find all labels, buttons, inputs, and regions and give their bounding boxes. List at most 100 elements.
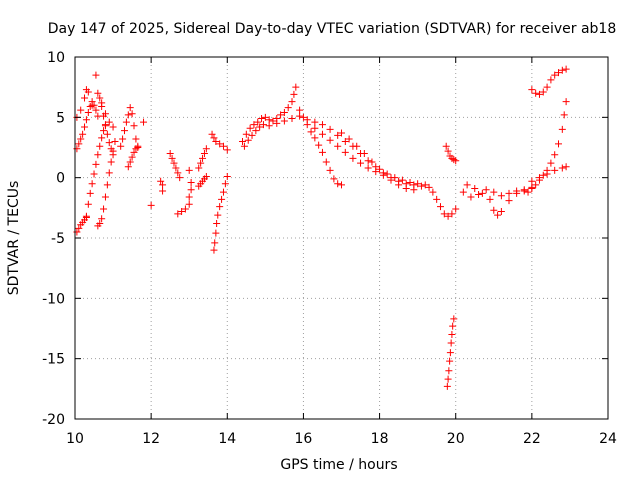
series-segment-early-cluster-b [73,71,117,131]
y-tick-label: 5 [56,110,65,126]
series-segment-early-ramp-b [94,137,119,230]
data-point [353,142,361,150]
data-point [326,136,334,144]
data-point [539,171,547,179]
data-point [208,130,216,138]
data-point [199,154,207,162]
data-point [107,145,115,153]
data-point [338,129,345,137]
data-point [174,210,182,218]
data-point [311,134,319,142]
data-point [88,180,96,188]
data-point [296,106,304,114]
data-markers [73,65,570,390]
data-point [84,109,92,117]
data-point [101,122,109,130]
data-point [86,189,94,197]
data-point [288,115,296,123]
data-point [96,94,104,102]
data-point [82,116,90,124]
data-point [440,210,448,218]
data-point [98,134,106,142]
series-segment-twelve-five-a [166,150,184,182]
data-point [168,154,176,162]
data-point [543,170,551,178]
data-point [265,116,273,124]
grid [75,57,608,419]
data-point [524,188,532,196]
data-point [92,160,100,168]
data-point [246,124,254,132]
data-point [528,185,536,193]
series-segment-fourteen-rise-b [240,112,304,150]
chart-title: Day 147 of 2025, Sidereal Day-to-day VTE… [48,21,617,37]
data-point [444,375,452,383]
data-point [395,181,403,189]
data-point [197,159,205,167]
plot-frame [74,56,609,420]
series-segment-seventeen-loop [338,129,429,189]
data-point [174,169,182,177]
data-point [551,151,559,159]
series-segment-thirteen-drop [210,172,231,254]
series-segment-twentytwo-upper [528,65,570,98]
data-point [239,137,247,145]
data-point [442,142,450,150]
data-point [124,163,132,171]
x-tick-label: 16 [295,431,313,447]
data-point [376,165,384,173]
data-point [280,109,288,117]
data-point [103,181,111,189]
data-point [210,246,218,254]
data-point [92,106,100,114]
data-point [126,158,134,166]
series-segment-early-ramp-a [82,121,109,220]
data-point [84,200,92,208]
series-segment-eleven-lower [124,142,142,171]
data-point [73,228,81,236]
data-point [334,131,342,139]
plot-border [74,56,609,420]
data-point [202,172,210,180]
data-point [497,207,505,215]
x-tick-label: 22 [523,431,541,447]
series-segment-twenty-band [459,183,536,201]
data-point [318,148,326,156]
data-point [551,71,559,79]
data-point [159,181,167,189]
data-point [445,367,453,375]
x-tick-label: 10 [66,431,84,447]
series-segment-thirteen-b [195,172,210,190]
x-tick-label: 12 [142,431,160,447]
data-point [443,382,451,390]
data-point [82,212,90,220]
series-segment-sixteen-decline-a [296,106,345,189]
data-point [467,193,475,201]
data-point [75,140,83,148]
data-point [100,127,108,135]
series-segment-early-low [73,213,90,236]
series-segment-fourteen-rise [239,83,300,145]
data-point [100,205,108,213]
data-point [130,122,138,130]
data-point [88,101,96,109]
data-point [341,148,349,156]
data-point [330,175,338,183]
data-point [98,215,106,223]
series-segment-early-upper [96,94,117,159]
data-point [532,89,540,97]
series-segment-twentytwo-rise-b [528,163,570,185]
data-point [181,205,189,213]
series-segment-twenty-upper [442,142,460,165]
data-point [315,141,323,149]
data-point [105,169,113,177]
data-point [311,118,319,126]
data-point [81,94,89,102]
series-segment-nineteen-plunge [443,315,458,390]
data-point [96,142,104,150]
data-point [221,180,229,188]
data-point [258,115,266,123]
data-point [452,157,460,165]
data-point [532,181,540,189]
data-point [187,178,195,186]
